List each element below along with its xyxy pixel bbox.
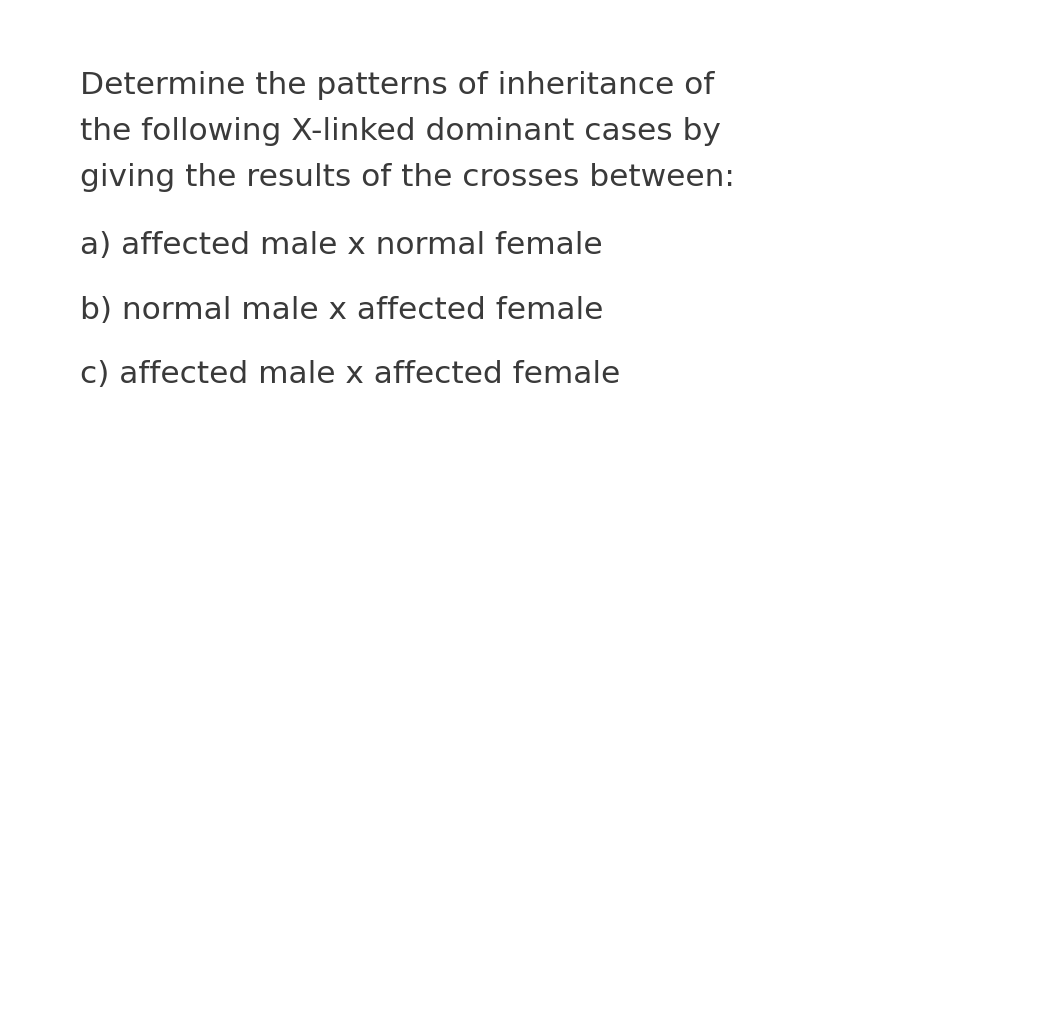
Text: the following X-linked dominant cases by: the following X-linked dominant cases by <box>80 117 721 146</box>
Text: a) affected male x normal female: a) affected male x normal female <box>80 231 603 260</box>
Text: giving the results of the crosses between:: giving the results of the crosses betwee… <box>80 163 735 192</box>
Text: Determine the patterns of inheritance of: Determine the patterns of inheritance of <box>80 71 714 100</box>
Text: b) normal male x affected female: b) normal male x affected female <box>80 296 603 324</box>
Text: c) affected male x affected female: c) affected male x affected female <box>80 360 620 388</box>
